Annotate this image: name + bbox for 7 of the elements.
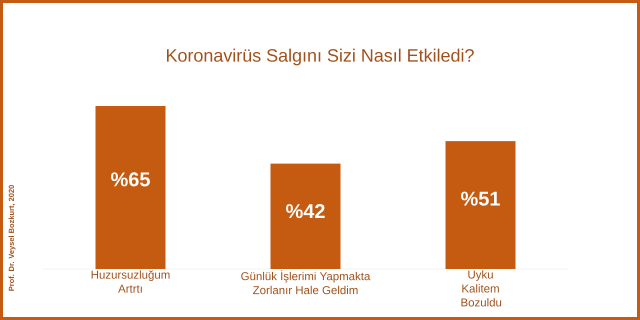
data-label: %51 xyxy=(461,192,500,206)
x-tick-label: Huzursuzluğum Artrtı xyxy=(92,270,170,293)
data-label: %42 xyxy=(286,204,325,218)
chart-title: Koronavirüs Salgını Sizi Nasıl Etkiledi? xyxy=(166,48,474,66)
x-tick-label: Günlük İşlerimi Yapmakta Zorlanır Hale Geldim xyxy=(241,270,370,294)
x-tick-label: Uyku Kalitem Bozuldu xyxy=(461,270,502,307)
data-label: %65 xyxy=(111,172,150,186)
